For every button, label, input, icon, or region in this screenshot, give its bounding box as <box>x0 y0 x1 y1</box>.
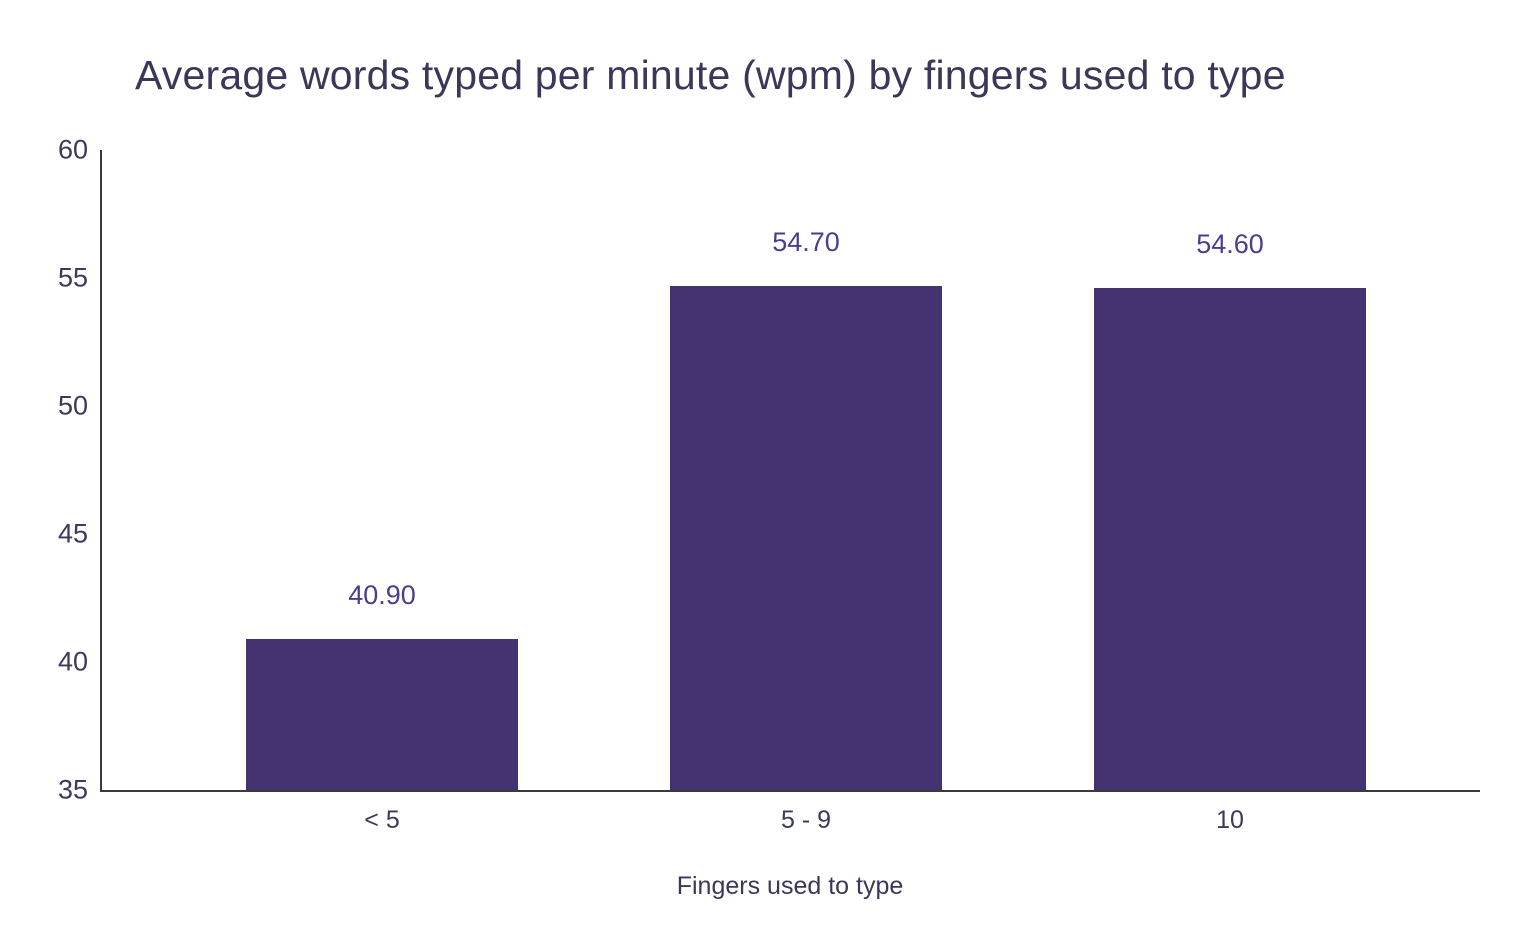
x-category-label: 10 <box>1216 806 1244 834</box>
y-tick-label: 60 <box>57 134 88 165</box>
bar-value-label: 40.90 <box>348 579 416 610</box>
bar-10 <box>1094 288 1366 790</box>
y-axis-line <box>100 150 102 790</box>
bar-5 - 9 <box>670 285 942 790</box>
y-tick-label: 50 <box>57 390 88 421</box>
plot-area: 35 40 45 50 55 60 40.90 < 5 54.70 5 - 9 54.60 10 <box>58 135 1480 834</box>
bar-value-label: 54.70 <box>772 226 840 257</box>
y-tick-label: 35 <box>57 774 88 805</box>
x-axis-title: Fingers used to type <box>676 872 904 900</box>
y-tick-label: 45 <box>57 518 88 549</box>
x-axis-line <box>100 790 1480 792</box>
y-tick-label: 40 <box>57 646 88 677</box>
chart-title: Average words typed per minute (wpm) by … <box>135 52 1286 98</box>
bar-value-label: 54.60 <box>1196 229 1264 260</box>
x-category-label: < 5 <box>364 806 400 834</box>
x-category-label: 5 - 9 <box>780 806 832 834</box>
bar-< 5 <box>246 638 518 790</box>
y-tick-label: 55 <box>57 262 88 293</box>
